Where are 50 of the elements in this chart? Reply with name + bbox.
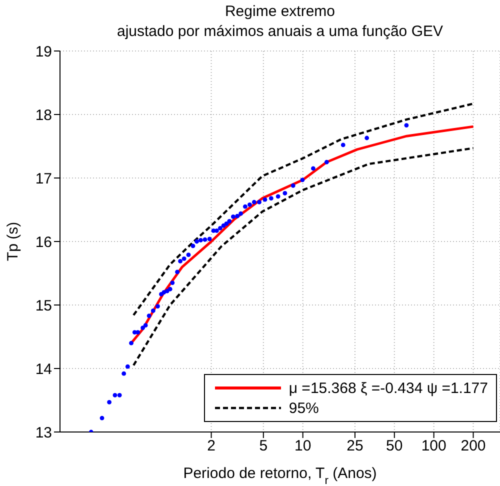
- x-axis-title: Periodo de retorno, T$_{r}$ (Anos): [183, 465, 377, 486]
- y-tick-label: 19: [35, 43, 52, 60]
- x-tick-label: 10: [294, 438, 312, 455]
- y-tick-label: 16: [35, 234, 52, 251]
- x-tick-label: 50: [386, 438, 403, 455]
- x-tick-label: 5: [259, 438, 268, 455]
- point: [112, 392, 118, 398]
- point: [238, 211, 243, 216]
- point: [140, 326, 145, 330]
- point: [168, 286, 172, 292]
- point: [162, 290, 166, 294]
- point: [129, 340, 134, 346]
- point: [207, 236, 212, 242]
- y-tick-label: 14: [35, 360, 52, 378]
- x-tick-label: 100: [421, 438, 446, 455]
- point: [156, 304, 160, 308]
- point: [186, 252, 191, 258]
- x-tick-label: 25: [346, 438, 364, 455]
- point: [122, 371, 126, 376]
- point: [175, 270, 180, 274]
- point: [143, 323, 148, 328]
- x-tick-label: 200: [460, 438, 486, 455]
- point: [194, 239, 199, 244]
- chart-title: Regime extremo: [224, 2, 336, 22]
- chart-subtitle: ajustado por máximos anuais a uma função GEV: [116, 22, 444, 42]
- legend-label: μ =15.368 ξ =-0.434 ψ =1.177: [288, 380, 488, 396]
- point: [252, 200, 256, 204]
- point: [214, 228, 219, 233]
- point: [248, 202, 252, 207]
- y-tick-label: 18: [35, 106, 52, 124]
- point: [136, 330, 140, 335]
- legend-label: 95%: [288, 400, 319, 416]
- point: [117, 392, 122, 398]
- y-tick-label: 13: [35, 424, 52, 442]
- point: [224, 222, 229, 226]
- y-axis-title: Tp (s): [4, 222, 22, 262]
- point: [198, 238, 203, 242]
- point: [146, 314, 152, 318]
- point: [150, 308, 156, 313]
- point: [190, 244, 196, 248]
- point: [202, 237, 208, 242]
- point: [125, 364, 130, 369]
- point: [227, 218, 232, 224]
- y-tick-label: 15: [35, 297, 52, 314]
- point: [235, 214, 240, 218]
- point: [231, 214, 236, 219]
- y-tick-label: 17: [35, 170, 52, 188]
- point: [218, 226, 222, 230]
- x-tick-label: 2: [207, 438, 216, 455]
- point: [242, 204, 248, 209]
